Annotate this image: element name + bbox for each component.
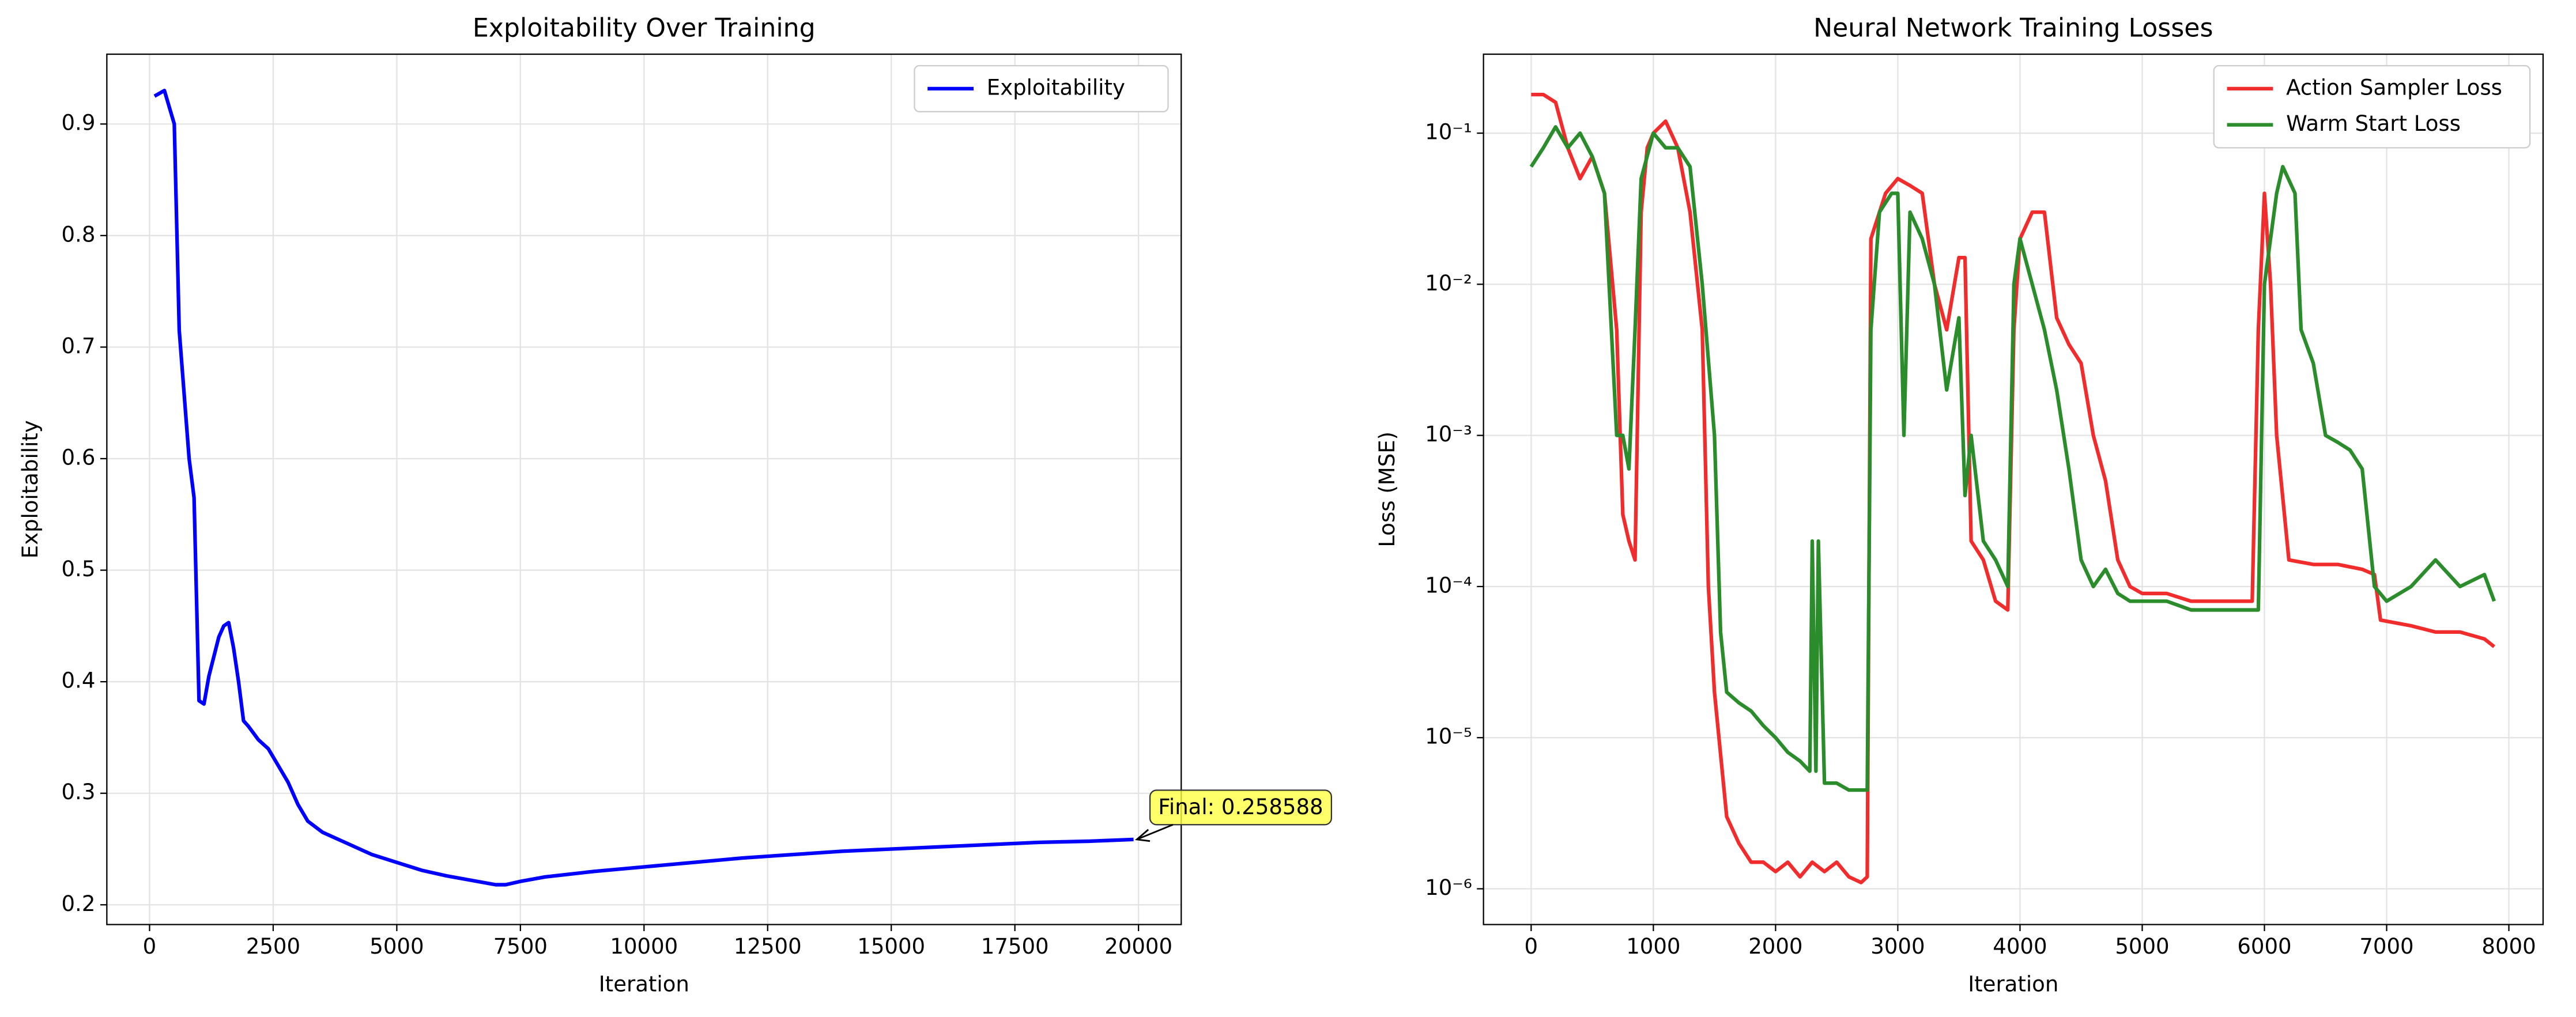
- series-line: [153, 89, 1134, 887]
- x-tick-label: 20000: [1104, 934, 1172, 959]
- y-tick-label: 10⁻⁵: [1425, 724, 1472, 749]
- y-tick-label: 0.5: [61, 557, 95, 581]
- y-tick-label: 0.9: [61, 111, 95, 135]
- x-tick-label: 5000: [369, 934, 424, 959]
- x-tick-label: 7000: [2359, 934, 2413, 959]
- x-tick-label: 0: [1525, 934, 1538, 959]
- x-tick-label: 2000: [1748, 934, 1802, 959]
- annotation-box: [1149, 789, 1332, 826]
- x-tick-label: 4000: [1993, 934, 2047, 959]
- y-tick-label: 0.8: [61, 222, 95, 247]
- x-tick-label: 12500: [734, 934, 802, 959]
- annotation-text: Final: 0.258588: [1158, 795, 1323, 819]
- x-tick-label: 1000: [1626, 934, 1680, 959]
- y-tick-label: 10⁻³: [1425, 422, 1472, 447]
- x-axis-label: Iteration: [1968, 971, 2058, 996]
- x-tick-label: 2500: [246, 934, 300, 959]
- x-tick-label: 0: [143, 934, 157, 959]
- x-tick-label: 5000: [2115, 934, 2169, 959]
- plot-frame: [106, 53, 1182, 925]
- x-tick-label: 6000: [2237, 934, 2291, 959]
- y-tick-label: 10⁻⁴: [1425, 573, 1472, 598]
- series-line: [1529, 125, 2496, 792]
- y-axis-label: Loss (MSE): [1375, 432, 1400, 547]
- legend-label: Warm Start Loss: [2286, 111, 2461, 136]
- annotation: Final: 0.258588: [1134, 789, 1332, 842]
- legend-label: Action Sampler Loss: [2286, 75, 2502, 100]
- legend-box: [2213, 65, 2531, 149]
- annotation-arrowhead: [1134, 829, 1151, 842]
- legend-label: Exploitability: [987, 75, 1125, 100]
- x-tick-label: 17500: [981, 934, 1049, 959]
- y-tick-label: 0.7: [61, 334, 95, 358]
- y-tick-label: 10⁻⁶: [1425, 875, 1472, 900]
- x-tick-label: 8000: [2481, 934, 2536, 959]
- y-tick-label: 0.3: [61, 780, 95, 804]
- y-tick-label: 0.6: [61, 445, 95, 470]
- y-tick-label: 10⁻¹: [1425, 120, 1472, 145]
- legend-box: [914, 65, 1169, 112]
- x-axis-label: Iteration: [599, 971, 689, 996]
- chart-title: Exploitability Over Training: [473, 13, 816, 43]
- y-tick-label: 0.4: [61, 668, 95, 693]
- y-tick-label: 10⁻²: [1425, 271, 1472, 296]
- x-tick-label: 7500: [493, 934, 548, 959]
- x-tick-label: 3000: [1870, 934, 1925, 959]
- x-tick-label: 10000: [610, 934, 678, 959]
- chart-title: Neural Network Training Losses: [1813, 13, 2213, 43]
- y-tick-label: 0.2: [61, 891, 95, 916]
- plot-frame: [1483, 53, 2544, 925]
- x-tick-label: 15000: [857, 934, 925, 959]
- annotation-arrow: [1136, 823, 1174, 841]
- y-axis-label: Exploitability: [18, 420, 43, 558]
